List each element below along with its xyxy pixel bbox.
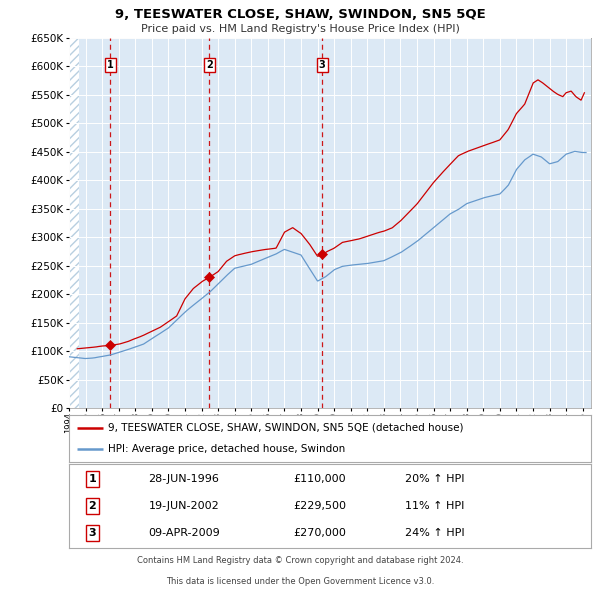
Text: 3: 3 bbox=[319, 60, 325, 70]
Text: 2: 2 bbox=[206, 60, 212, 70]
Text: 3: 3 bbox=[89, 528, 97, 538]
Text: Price paid vs. HM Land Registry's House Price Index (HPI): Price paid vs. HM Land Registry's House … bbox=[140, 24, 460, 34]
Text: 9, TEESWATER CLOSE, SHAW, SWINDON, SN5 5QE (detached house): 9, TEESWATER CLOSE, SHAW, SWINDON, SN5 5… bbox=[108, 422, 464, 432]
Text: 2: 2 bbox=[89, 501, 97, 511]
Text: 19-JUN-2002: 19-JUN-2002 bbox=[148, 501, 219, 511]
Text: This data is licensed under the Open Government Licence v3.0.: This data is licensed under the Open Gov… bbox=[166, 576, 434, 586]
Text: 1: 1 bbox=[107, 60, 113, 70]
Bar bbox=[69, 38, 79, 408]
Text: 1: 1 bbox=[89, 474, 97, 484]
Text: 11% ↑ HPI: 11% ↑ HPI bbox=[405, 501, 464, 511]
Text: £229,500: £229,500 bbox=[293, 501, 346, 511]
Text: Contains HM Land Registry data © Crown copyright and database right 2024.: Contains HM Land Registry data © Crown c… bbox=[137, 556, 463, 565]
Text: 09-APR-2009: 09-APR-2009 bbox=[148, 528, 220, 538]
Text: 28-JUN-1996: 28-JUN-1996 bbox=[148, 474, 219, 484]
Text: 20% ↑ HPI: 20% ↑ HPI bbox=[404, 474, 464, 484]
Text: 9, TEESWATER CLOSE, SHAW, SWINDON, SN5 5QE: 9, TEESWATER CLOSE, SHAW, SWINDON, SN5 5… bbox=[115, 8, 485, 21]
Text: £110,000: £110,000 bbox=[293, 474, 346, 484]
Text: £270,000: £270,000 bbox=[293, 528, 346, 538]
Text: HPI: Average price, detached house, Swindon: HPI: Average price, detached house, Swin… bbox=[108, 444, 346, 454]
Text: 24% ↑ HPI: 24% ↑ HPI bbox=[404, 528, 464, 538]
